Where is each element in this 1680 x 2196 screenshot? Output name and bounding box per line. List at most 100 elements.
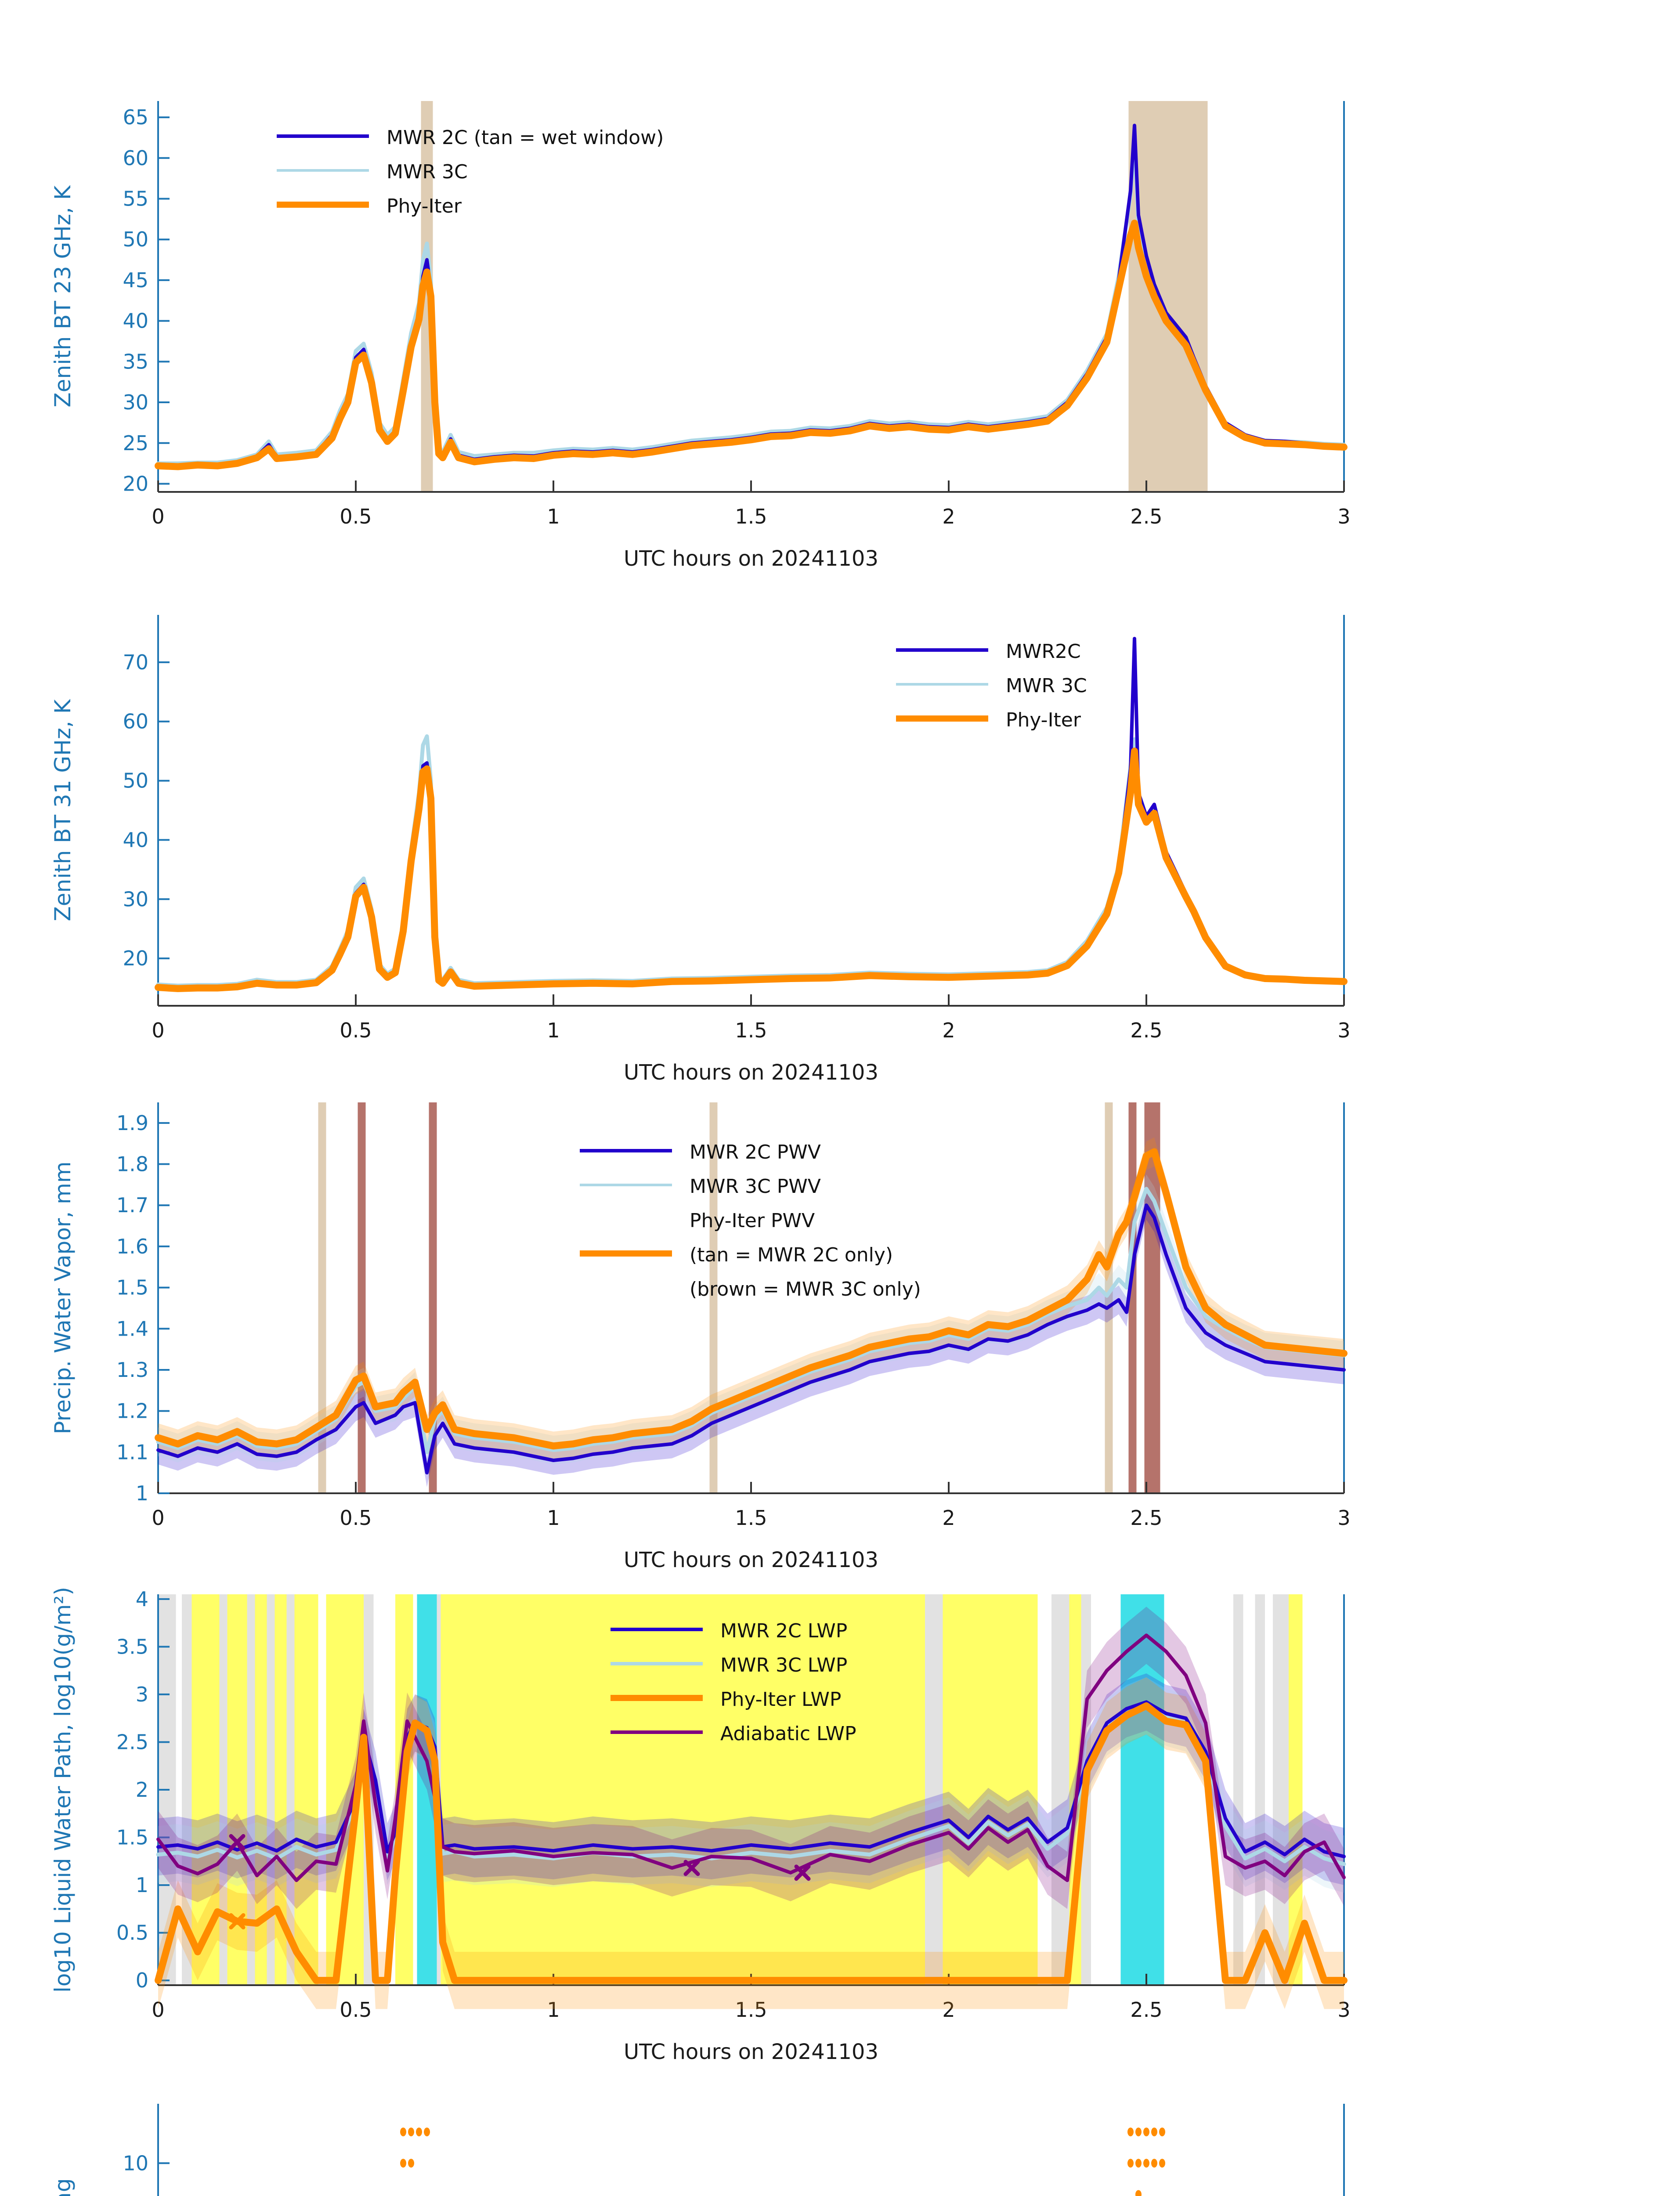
band (1128, 101, 1208, 492)
y-tick-label: 30 (123, 887, 148, 911)
legend-label: MWR 2C PWV (690, 1141, 821, 1163)
panel-lwp: 0 0.5 1 1.5 2 2.5 3 3.5 4 log10 Liquid Water Path… (0, 1581, 1680, 2099)
x-tick-label: 3 (1337, 505, 1350, 528)
legend-label: MWR 2C (tan = wet window) (387, 126, 664, 149)
y-tick-label: 20 (123, 946, 148, 970)
y-tick-label: 1.2 (116, 1399, 148, 1423)
y-tick-label: 0.5 (116, 1921, 148, 1945)
y-tick-label: 60 (123, 146, 148, 170)
x-ticks: 0 0.5 1 1.5 2 2.5 3 (152, 480, 1351, 528)
y-axis-label: Precip. Water Vapor, mm (50, 1161, 76, 1434)
series-line (156, 1633, 1346, 1882)
band (1051, 1594, 1069, 1985)
x-tick-label: 2.5 (1130, 505, 1162, 528)
band (1233, 1594, 1243, 1985)
y-tick-label: 1.7 (116, 1193, 148, 1217)
series-group (155, 1137, 1348, 1487)
band (1273, 1594, 1289, 1985)
chart-pwv: 1 1.1 1.2 1.3 1.4 1.5 1.6 1.7 1.8 1.9 Precip. Wate… (50, 1102, 1351, 1572)
x-tick-label: 3 (1337, 1998, 1350, 2022)
series-group (155, 636, 1348, 992)
x-axis-label: UTC hours on 20241103 (624, 2040, 878, 2064)
y-tick-label: 35 (123, 350, 148, 373)
band (294, 1594, 318, 1985)
y-tick-label: 0 (136, 1968, 148, 1992)
y-tick-label: 3 (136, 1683, 148, 1706)
series-line (156, 1700, 1346, 1858)
legend: MWR 2C LWP MWR 3C LWP Phy-Iter LWP Adiabati… (611, 1620, 856, 1745)
chart-bt31: 20 30 40 50 60 70 Zenith BT 31 GHz, K 0 0.5 1 1.5 2… (50, 615, 1351, 1085)
x-tick-label: 2 (942, 1019, 955, 1042)
series-group (400, 2127, 1165, 2196)
legend-label: MWR 3C (387, 161, 468, 183)
y-tick-label: 55 (123, 187, 148, 211)
x-tick-label: 1 (547, 1019, 560, 1042)
x-tick-label: 1 (547, 1998, 560, 2022)
y-tick-label: 1.9 (116, 1111, 148, 1135)
y-tick-label: 40 (123, 828, 148, 852)
data-point (1135, 2190, 1142, 2196)
series-line (155, 1702, 1348, 1984)
data-point (1127, 2159, 1134, 2168)
y-tick-label: 65 (123, 105, 148, 129)
x-axis-label: UTC hours on 20241103 (624, 546, 878, 571)
uncertainty-band (158, 1677, 1344, 1893)
data-point (1143, 2127, 1149, 2137)
band (429, 1102, 437, 1493)
uncertainty-band (158, 1607, 1344, 1909)
panel-dqflag: 0246810MWR Phy Iter DQ Flag00.511.522.53… (0, 2091, 1680, 2196)
x-tick-label: 1.5 (735, 1019, 767, 1042)
legend-label: Phy-Iter PWV (690, 1210, 815, 1232)
y-tick-label: 1.6 (116, 1235, 148, 1258)
y-tick-label: 3.5 (116, 1635, 148, 1658)
series-line (156, 636, 1346, 990)
y-tick-label: 25 (123, 431, 148, 455)
y-tick-label: 1.5 (116, 1276, 148, 1300)
y-tick-label: 1.3 (116, 1358, 148, 1382)
legend-label: MWR 2C LWP (720, 1620, 847, 1642)
y-tick-label: 40 (123, 309, 148, 333)
x-tick-label: 2 (942, 505, 955, 528)
x-tick-label: 0.5 (340, 1506, 372, 1530)
x-tick-label: 2.5 (1130, 1506, 1162, 1530)
data-point (1151, 2159, 1157, 2168)
band (182, 1594, 192, 1985)
data-point (1135, 2127, 1142, 2137)
chart-lwp: 0 0.5 1 1.5 2 2.5 3 3.5 4 log10 Liquid Water Path… (50, 1587, 1351, 2064)
x-tick-label: 3 (1337, 1506, 1350, 1530)
y-ticks: 0246810 (123, 2151, 170, 2175)
legend-label: MWR2C (1006, 640, 1081, 663)
band (1105, 1102, 1113, 1493)
shaded-bands (158, 1594, 1303, 1985)
y-axis-label: Zenith BT 23 GHz, K (50, 185, 76, 407)
legend-label: MWR 3C PWV (690, 1175, 821, 1198)
x-tick-label: 0 (152, 1506, 164, 1530)
y-tick-label: 4 (136, 1587, 148, 1611)
x-tick-label: 0.5 (340, 1998, 372, 2022)
x-tick-label: 0 (152, 1019, 164, 1042)
y-tick-label: 20 (123, 472, 148, 495)
legend-label: Adiabatic LWP (720, 1723, 856, 1745)
band (358, 1102, 366, 1493)
y-tick-label: 1.5 (116, 1826, 148, 1849)
y-tick-label: 1 (136, 1873, 148, 1897)
x-tick-label: 2 (942, 1998, 955, 2022)
data-point (408, 2127, 414, 2137)
series-group (155, 123, 1348, 470)
band (1120, 1594, 1164, 1985)
band (247, 1594, 255, 1985)
legend-label: (tan = MWR 2C only) (690, 1244, 893, 1266)
band (1255, 1594, 1265, 1985)
series-line (156, 1203, 1346, 1475)
band (1289, 1594, 1303, 1985)
data-point (424, 2127, 430, 2137)
y-tick-label: 45 (123, 268, 148, 292)
y-tick-label: 60 (123, 710, 148, 733)
band (286, 1594, 295, 1985)
series-line (155, 1148, 1348, 1450)
legend: MWR 2C (tan = wet window) MWR 3C Phy-Iter (277, 126, 664, 217)
y-tick-label: 1 (136, 1481, 148, 1505)
data-point (416, 2127, 422, 2137)
marker-x (683, 1860, 700, 1876)
